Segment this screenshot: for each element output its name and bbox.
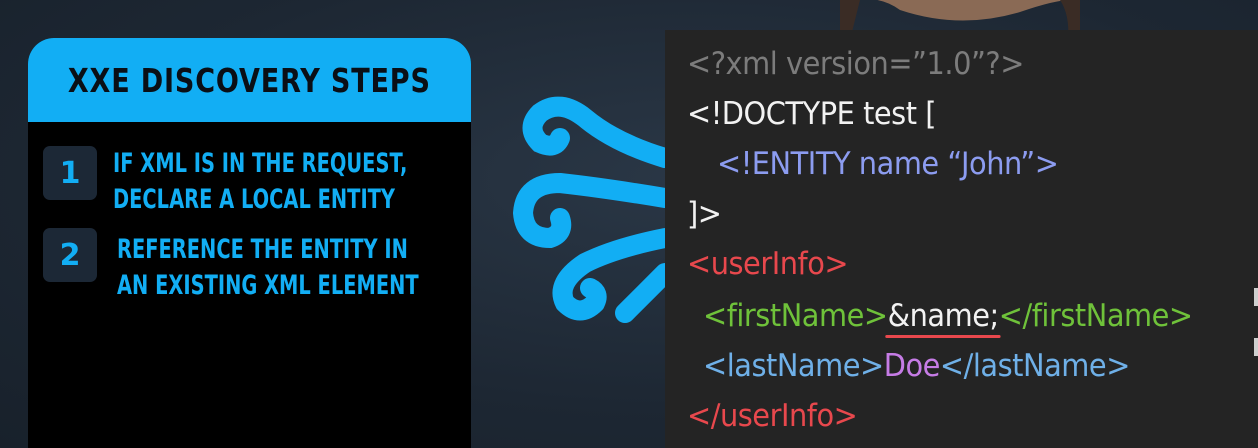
step-text-line: IF XML IS IN THE REQUEST, <box>113 148 408 179</box>
edge-mark <box>1254 288 1258 306</box>
step-text-line: DECLARE A LOCAL ENTITY <box>113 184 396 215</box>
lastname-open-tag: <lastName> <box>703 348 884 384</box>
entity-reference-text: &name; <box>887 298 1000 334</box>
step-item: 2 REFERENCE THE ENTITY IN AN EXISTING XM… <box>43 228 471 304</box>
steps-title: XXE DISCOVERY STEPS <box>68 60 431 100</box>
xml-code-panel: <?xml version=”1.0”?> <!DOCTYPE test [ <… <box>665 30 1258 448</box>
steps-panel: XXE DISCOVERY STEPS 1 IF XML IS IN THE R… <box>28 38 471 448</box>
firstname-open-tag: <firstName> <box>703 298 888 334</box>
step-number: 1 <box>43 146 97 200</box>
step-text: IF XML IS IN THE REQUEST, DECLARE A LOCA… <box>113 146 407 218</box>
step-item: 1 IF XML IS IN THE REQUEST, DECLARE A LO… <box>43 146 471 218</box>
xml-declaration-line: <?xml version=”1.0”?> <box>687 46 1024 82</box>
edge-mark <box>1254 338 1258 356</box>
doctype-close-line: ]> <box>687 196 722 232</box>
entity-declaration-line: <!ENTITY name “John”> <box>717 146 1059 182</box>
lastname-value: Doe <box>883 348 941 384</box>
doctype-line: <!DOCTYPE test [ <box>687 96 937 132</box>
octopus-logo-icon <box>512 96 675 323</box>
userinfo-open-line: <userInfo> <box>687 246 849 282</box>
lastname-close-tag: </lastName> <box>939 348 1130 384</box>
firstname-close-tag: </firstName> <box>998 298 1193 334</box>
step-text-line: REFERENCE THE ENTITY IN <box>117 234 408 265</box>
steps-header: XXE DISCOVERY STEPS <box>28 38 471 122</box>
entity-underline <box>885 335 1001 338</box>
firstname-line: <firstName>&name; </firstName> <box>703 298 1193 338</box>
entity-reference: &name; <box>885 298 1001 338</box>
lastname-line: <lastName>Doe</lastName> <box>703 348 1130 384</box>
step-text-line: AN EXISTING XML ELEMENT <box>117 270 419 301</box>
step-text: REFERENCE THE ENTITY IN AN EXISTING XML … <box>117 232 419 304</box>
userinfo-close-line: </userInfo> <box>687 398 858 434</box>
step-number: 2 <box>43 228 97 282</box>
